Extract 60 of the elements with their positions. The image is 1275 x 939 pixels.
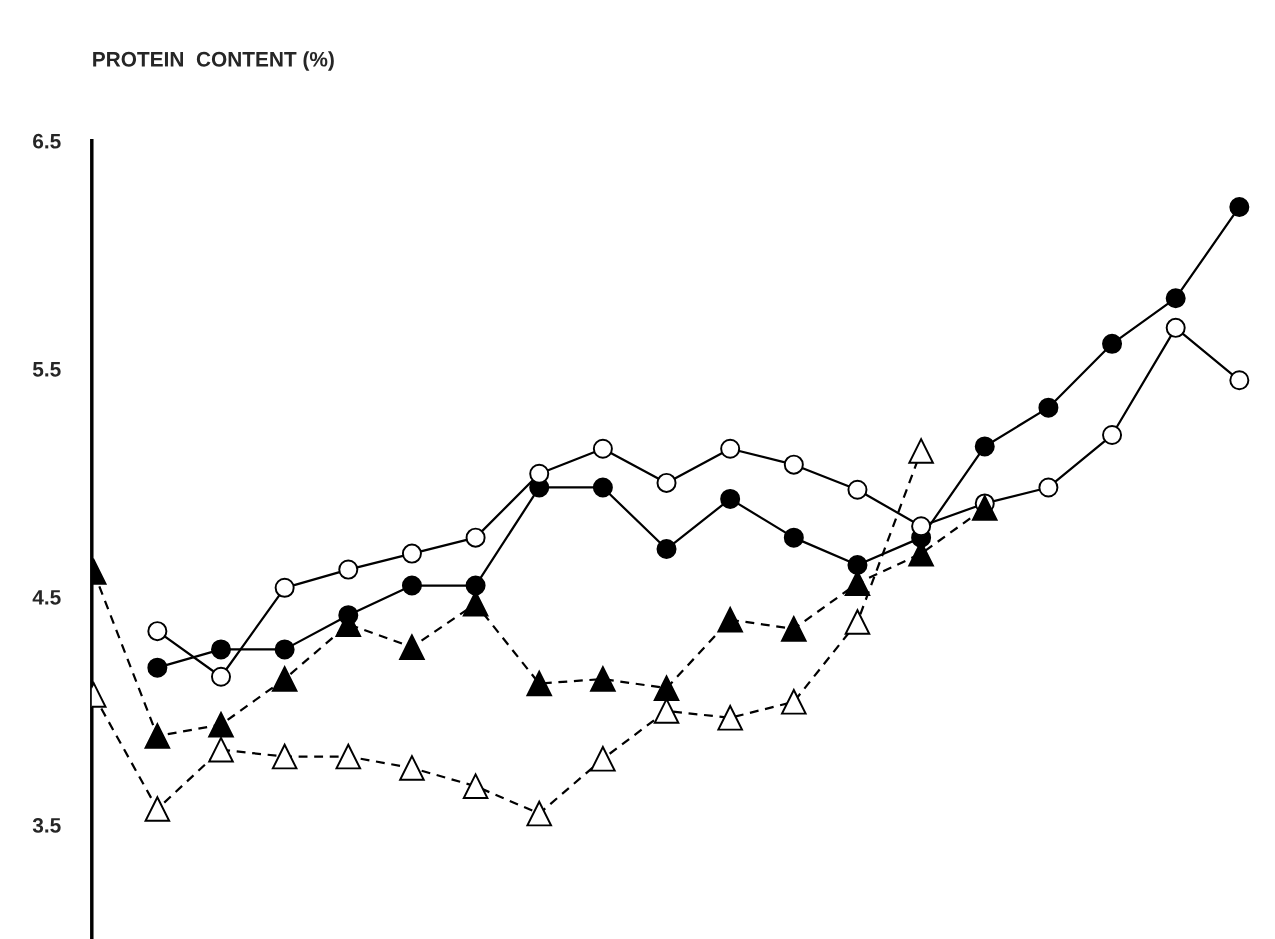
- point: [144, 723, 171, 749]
- point: [274, 639, 295, 660]
- point: [1229, 196, 1250, 217]
- y-axis-title: PROTEIN CONTENT (%): [93, 51, 334, 71]
- point: [1229, 370, 1250, 391]
- point: [717, 705, 743, 731]
- point: [1102, 333, 1123, 354]
- point: [529, 463, 550, 484]
- y-tick-label: 5.5: [32, 362, 61, 377]
- point: [338, 559, 359, 580]
- y-tick-label: 3.5: [32, 817, 61, 833]
- point: [144, 796, 171, 822]
- point: [1165, 317, 1186, 338]
- point: [399, 634, 425, 660]
- point: [781, 616, 807, 642]
- point: [592, 477, 613, 498]
- point: [211, 666, 231, 687]
- point: [720, 438, 741, 459]
- point: [211, 639, 231, 660]
- point: [971, 495, 998, 521]
- point: [908, 438, 934, 464]
- point: [1102, 425, 1123, 446]
- point: [274, 577, 295, 598]
- point: [271, 743, 298, 770]
- point: [1038, 477, 1059, 498]
- point: [465, 527, 486, 548]
- y-tick-label: 4.5: [32, 590, 61, 605]
- point: [208, 711, 234, 738]
- point: [147, 657, 168, 678]
- point: [653, 698, 680, 724]
- point: [783, 454, 804, 475]
- point: [208, 736, 234, 763]
- point: [526, 800, 553, 827]
- y-tick-label: 6.5: [33, 133, 61, 149]
- point: [401, 543, 422, 564]
- point: [147, 621, 168, 642]
- point: [974, 436, 995, 457]
- point: [656, 539, 677, 560]
- point: [717, 606, 743, 633]
- point: [462, 773, 489, 799]
- point: [592, 438, 613, 459]
- point: [844, 609, 871, 635]
- point: [911, 516, 932, 537]
- point: [720, 488, 741, 509]
- point: [401, 575, 422, 596]
- point: [526, 670, 553, 697]
- point: [271, 666, 298, 692]
- point: [590, 666, 616, 692]
- point: [653, 675, 680, 701]
- point: [781, 689, 807, 715]
- point: [656, 472, 677, 493]
- point: [1038, 397, 1059, 418]
- point: [590, 746, 616, 772]
- point: [399, 755, 425, 781]
- point: [847, 555, 868, 576]
- point: [783, 527, 804, 548]
- point: [465, 575, 486, 596]
- point: [1165, 288, 1186, 309]
- point: [335, 743, 362, 770]
- point: [847, 479, 868, 500]
